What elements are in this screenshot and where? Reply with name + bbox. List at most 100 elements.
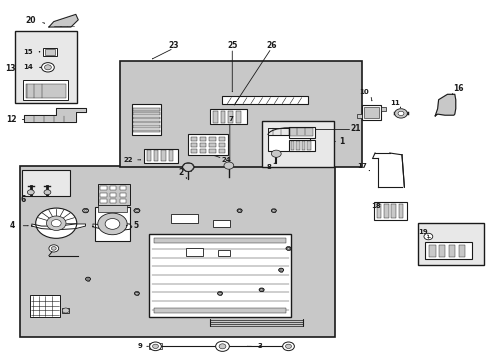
Bar xyxy=(296,141,299,150)
Bar xyxy=(448,245,454,257)
Text: 13: 13 xyxy=(5,64,16,73)
Bar xyxy=(200,143,206,147)
Circle shape xyxy=(217,292,222,295)
Circle shape xyxy=(182,163,194,171)
Circle shape xyxy=(397,111,403,116)
Text: 23: 23 xyxy=(168,41,179,50)
Bar xyxy=(228,111,233,123)
Bar xyxy=(390,204,395,218)
Circle shape xyxy=(41,63,54,72)
Bar xyxy=(212,111,217,123)
Circle shape xyxy=(62,308,69,313)
Circle shape xyxy=(394,109,407,118)
Text: 1: 1 xyxy=(338,137,343,146)
Text: 20: 20 xyxy=(25,17,36,26)
Bar xyxy=(120,199,126,203)
Bar xyxy=(417,223,483,265)
Bar xyxy=(218,143,224,147)
Text: 11: 11 xyxy=(389,100,399,105)
Polygon shape xyxy=(32,224,85,230)
Circle shape xyxy=(84,210,87,212)
Bar xyxy=(171,214,198,223)
Bar xyxy=(43,48,57,56)
Text: 15: 15 xyxy=(23,49,33,55)
Circle shape xyxy=(135,210,138,212)
Circle shape xyxy=(271,209,276,212)
Bar xyxy=(26,84,65,98)
Bar xyxy=(290,128,313,136)
Bar xyxy=(133,130,160,132)
Circle shape xyxy=(134,292,139,295)
Bar xyxy=(428,245,435,257)
Circle shape xyxy=(44,65,51,70)
Bar xyxy=(154,150,158,161)
Bar xyxy=(120,61,361,167)
Bar xyxy=(398,204,403,218)
Bar xyxy=(133,117,160,119)
Polygon shape xyxy=(49,14,78,27)
Bar xyxy=(458,245,464,257)
Bar xyxy=(120,186,126,190)
Bar xyxy=(133,112,160,115)
Circle shape xyxy=(285,247,290,250)
Text: 17: 17 xyxy=(356,163,366,168)
Bar xyxy=(120,193,126,197)
Polygon shape xyxy=(267,135,309,151)
Circle shape xyxy=(49,245,59,252)
Bar xyxy=(45,49,55,55)
Circle shape xyxy=(134,208,140,213)
Polygon shape xyxy=(434,94,455,116)
Circle shape xyxy=(51,247,56,250)
Bar xyxy=(110,186,116,190)
Text: 4: 4 xyxy=(10,221,15,230)
Bar xyxy=(154,238,285,243)
Bar xyxy=(100,193,106,197)
Bar xyxy=(98,184,129,205)
Text: 8: 8 xyxy=(266,164,271,170)
Bar xyxy=(110,193,116,197)
Bar xyxy=(212,220,229,227)
Text: 19: 19 xyxy=(417,229,427,235)
Circle shape xyxy=(423,233,432,240)
Bar xyxy=(222,96,307,104)
Circle shape xyxy=(51,220,61,227)
Bar xyxy=(100,186,106,190)
Circle shape xyxy=(260,289,263,291)
Bar xyxy=(144,149,177,163)
Bar xyxy=(381,107,386,111)
Bar xyxy=(168,150,173,161)
Bar xyxy=(301,141,305,150)
Bar xyxy=(185,248,203,256)
Bar xyxy=(22,170,70,196)
Bar xyxy=(133,121,160,123)
Circle shape xyxy=(98,213,127,235)
Bar xyxy=(361,105,381,120)
Bar xyxy=(146,150,151,161)
Bar xyxy=(220,111,225,123)
Text: 10: 10 xyxy=(359,89,368,95)
Circle shape xyxy=(219,292,221,294)
Circle shape xyxy=(285,344,291,348)
Circle shape xyxy=(219,344,225,349)
Text: 5: 5 xyxy=(133,221,138,230)
Bar xyxy=(200,137,206,141)
Polygon shape xyxy=(24,108,85,122)
Bar xyxy=(110,199,116,203)
Circle shape xyxy=(44,190,51,195)
Bar xyxy=(217,250,229,256)
Circle shape xyxy=(237,209,242,212)
Bar xyxy=(383,204,388,218)
Circle shape xyxy=(46,216,66,230)
Bar xyxy=(62,308,69,313)
Bar xyxy=(267,135,309,151)
Bar xyxy=(364,107,378,118)
Circle shape xyxy=(149,342,161,351)
Bar xyxy=(190,137,197,141)
Circle shape xyxy=(286,248,289,249)
Circle shape xyxy=(136,292,138,294)
Bar xyxy=(149,343,162,349)
Text: 24: 24 xyxy=(221,157,231,163)
Circle shape xyxy=(278,268,283,272)
Circle shape xyxy=(215,341,229,351)
Circle shape xyxy=(36,208,77,238)
